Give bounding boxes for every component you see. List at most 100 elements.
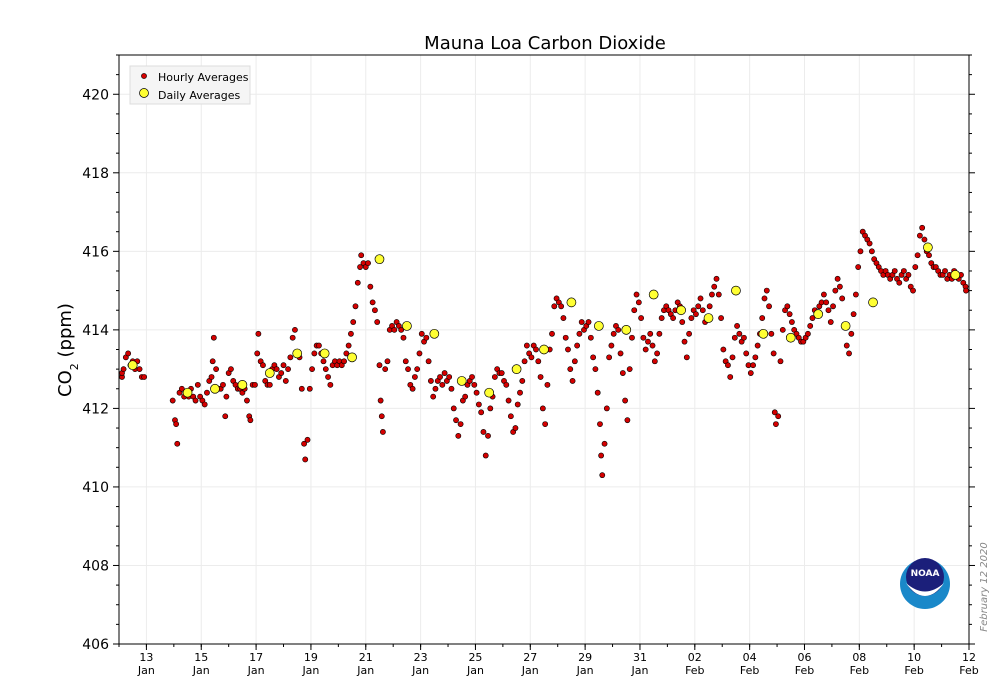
hourly-point xyxy=(136,366,143,373)
hourly-point xyxy=(606,354,613,361)
hourly-point xyxy=(823,299,830,306)
daily-point xyxy=(127,360,138,371)
hourly-point xyxy=(260,362,266,369)
hourly-point xyxy=(855,264,862,270)
hourly-point xyxy=(425,358,432,365)
hourly-point xyxy=(848,330,855,337)
daily-point xyxy=(319,348,330,359)
hourly-point xyxy=(789,319,795,325)
daily-point xyxy=(484,387,495,398)
hourly-point xyxy=(647,330,654,337)
daily-point xyxy=(923,242,933,253)
hourly-point xyxy=(693,311,699,318)
hourly-point xyxy=(220,381,226,388)
x-tick-month-label: Feb xyxy=(959,664,978,677)
x-tick-month-label: Jan xyxy=(466,664,484,677)
daily-point xyxy=(950,270,961,280)
hourly-point xyxy=(619,370,626,376)
hourly-point xyxy=(141,374,148,380)
hourly-point xyxy=(372,307,378,314)
hourly-point xyxy=(311,350,318,357)
hourly-point xyxy=(369,299,376,306)
x-tick-month-label: Jan xyxy=(356,664,374,677)
daily-point xyxy=(758,328,769,339)
hourly-point xyxy=(921,236,928,243)
x-tick-month-label: Jan xyxy=(137,664,155,677)
hourly-point xyxy=(376,362,383,369)
hourly-point xyxy=(914,252,921,259)
hourly-point xyxy=(255,330,262,337)
hourly-point xyxy=(384,358,391,365)
y-axis-label: CO2 (ppm) xyxy=(55,303,81,397)
hourly-point xyxy=(523,342,530,349)
hourly-point xyxy=(827,319,834,325)
noaa-logo-center xyxy=(906,558,944,596)
x-tick-month-label: Jan xyxy=(411,664,429,677)
x-tick-day-label: 10 xyxy=(907,651,921,664)
hourly-point xyxy=(631,307,638,314)
hourly-point xyxy=(679,319,686,325)
hourly-point xyxy=(441,370,448,376)
x-tick-day-label: 17 xyxy=(249,651,263,664)
hourly-point xyxy=(821,291,827,298)
hourly-point xyxy=(601,440,608,447)
hourly-point xyxy=(400,334,407,341)
x-tick-month-label: Jan xyxy=(247,664,265,677)
hourly-point xyxy=(654,350,661,357)
hourly-point xyxy=(750,362,756,369)
hourly-point xyxy=(770,350,777,357)
x-tick-month-label: Feb xyxy=(740,664,759,677)
hourly-point xyxy=(919,224,926,231)
hourly-point xyxy=(736,330,743,337)
hourly-point xyxy=(910,287,916,294)
hourly-point xyxy=(475,401,482,408)
legend-hourly-label: Hourly Averages xyxy=(158,71,249,84)
hourly-point xyxy=(576,330,583,337)
x-tick-month-label: Feb xyxy=(685,664,704,677)
daily-point xyxy=(731,285,741,296)
hourly-point xyxy=(210,334,217,341)
hourly-point xyxy=(857,248,864,255)
hourly-point xyxy=(327,381,334,388)
hourly-point xyxy=(830,303,836,310)
hourly-point xyxy=(942,268,948,274)
hourly-point xyxy=(562,334,569,341)
daily-point xyxy=(456,376,467,386)
hourly-point xyxy=(377,397,384,404)
hourly-point xyxy=(285,366,291,373)
hourly-point xyxy=(507,413,514,420)
hourly-point xyxy=(926,252,932,259)
hourly-point xyxy=(834,275,841,282)
y-tick-label: 414 xyxy=(82,323,109,339)
hourly-point xyxy=(491,374,498,380)
hourly-point xyxy=(350,319,357,325)
hourly-point xyxy=(367,283,374,290)
hourly-point xyxy=(378,413,385,420)
y-tick-label: 410 xyxy=(82,480,109,496)
hourly-point xyxy=(629,334,635,341)
hourly-point xyxy=(365,260,371,267)
x-tick-day-label: 15 xyxy=(194,651,208,664)
x-axis: 13Jan15Jan17Jan19Jan21Jan23Jan25Jan27Jan… xyxy=(118,644,979,677)
noaa-logo-text: NOAA xyxy=(911,569,940,579)
hourly-point xyxy=(916,232,923,239)
y-tick-label: 416 xyxy=(82,244,109,260)
hourly-point xyxy=(437,374,443,380)
daily-point xyxy=(676,305,686,316)
hourly-point xyxy=(173,421,180,428)
hourly-point xyxy=(320,358,327,365)
hourly-point xyxy=(423,334,430,341)
hourly-point xyxy=(768,330,775,337)
hourly-point xyxy=(560,315,567,321)
hourly-point xyxy=(223,393,230,400)
hourly-point xyxy=(528,354,535,361)
hourly-point xyxy=(357,264,363,270)
daily-point xyxy=(703,313,714,323)
daily-point xyxy=(593,321,604,331)
hourly-point xyxy=(569,378,576,384)
hourly-point xyxy=(301,440,307,447)
legend-daily-marker xyxy=(139,88,149,98)
hourly-point xyxy=(228,366,234,373)
hourly-point xyxy=(382,366,389,373)
hourly-point xyxy=(374,319,381,325)
